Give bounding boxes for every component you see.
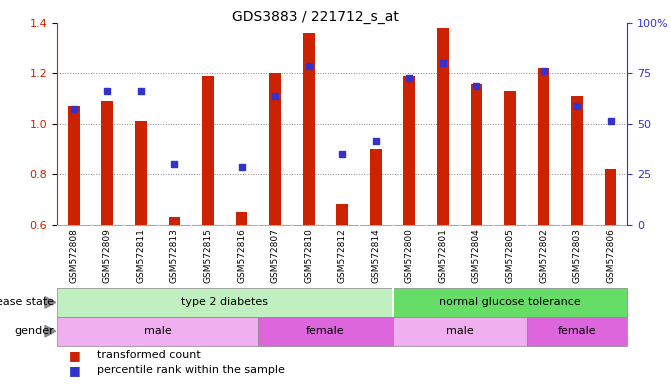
Text: ■: ■ — [68, 349, 81, 362]
Text: GSM572805: GSM572805 — [505, 228, 515, 283]
Polygon shape — [45, 326, 56, 337]
Text: GSM572807: GSM572807 — [270, 228, 280, 283]
Polygon shape — [45, 296, 56, 308]
Point — [337, 151, 348, 157]
Point — [236, 164, 247, 170]
Text: GSM572803: GSM572803 — [572, 228, 582, 283]
Bar — [68, 106, 80, 225]
Bar — [527, 317, 627, 346]
Text: gender: gender — [14, 326, 54, 336]
Bar — [504, 91, 516, 225]
Bar — [336, 204, 348, 225]
Point — [404, 75, 415, 81]
Point — [572, 103, 582, 109]
Bar — [236, 212, 248, 225]
Bar — [571, 96, 583, 225]
Point — [102, 88, 113, 94]
Point — [270, 93, 280, 99]
Point — [437, 60, 448, 66]
Bar — [57, 317, 258, 346]
Text: female: female — [306, 326, 345, 336]
Text: female: female — [558, 326, 597, 336]
Bar — [269, 73, 281, 225]
Text: GSM572812: GSM572812 — [338, 228, 347, 283]
Text: male: male — [144, 326, 172, 336]
Bar — [303, 33, 315, 225]
Bar — [537, 68, 550, 225]
Text: disease state: disease state — [0, 297, 54, 308]
Point — [68, 106, 79, 112]
Bar — [393, 317, 527, 346]
Text: GSM572804: GSM572804 — [472, 228, 481, 283]
Bar — [135, 121, 147, 225]
Bar — [370, 149, 382, 225]
Text: type 2 diabetes: type 2 diabetes — [181, 297, 268, 308]
Text: GSM572801: GSM572801 — [438, 228, 448, 283]
Text: GSM572811: GSM572811 — [136, 228, 146, 283]
Text: normal glucose tolerance: normal glucose tolerance — [439, 297, 581, 308]
Point — [136, 88, 146, 94]
Text: GSM572800: GSM572800 — [405, 228, 414, 283]
Text: GDS3883 / 221712_s_at: GDS3883 / 221712_s_at — [232, 10, 399, 23]
Text: GSM572808: GSM572808 — [69, 228, 79, 283]
Point — [370, 138, 381, 144]
Point — [538, 68, 549, 74]
Bar — [470, 84, 482, 225]
Point — [303, 63, 314, 69]
Bar — [437, 28, 449, 225]
Text: GSM572815: GSM572815 — [203, 228, 213, 283]
Text: transformed count: transformed count — [97, 350, 201, 360]
Text: GSM572816: GSM572816 — [237, 228, 246, 283]
Point — [169, 161, 180, 167]
Text: percentile rank within the sample: percentile rank within the sample — [97, 366, 285, 376]
Text: GSM572809: GSM572809 — [103, 228, 112, 283]
Point — [471, 83, 482, 89]
Bar — [605, 169, 617, 225]
Bar — [101, 101, 113, 225]
Text: ■: ■ — [68, 364, 81, 377]
Point — [605, 118, 616, 124]
Bar — [403, 76, 415, 225]
Bar — [258, 317, 393, 346]
Text: GSM572813: GSM572813 — [170, 228, 179, 283]
Text: male: male — [446, 326, 474, 336]
Bar — [168, 217, 180, 225]
Bar — [393, 288, 627, 317]
Text: GSM572814: GSM572814 — [371, 228, 380, 283]
Text: GSM572802: GSM572802 — [539, 228, 548, 283]
Bar — [202, 76, 214, 225]
Bar — [57, 288, 393, 317]
Text: GSM572806: GSM572806 — [606, 228, 615, 283]
Text: GSM572810: GSM572810 — [304, 228, 313, 283]
